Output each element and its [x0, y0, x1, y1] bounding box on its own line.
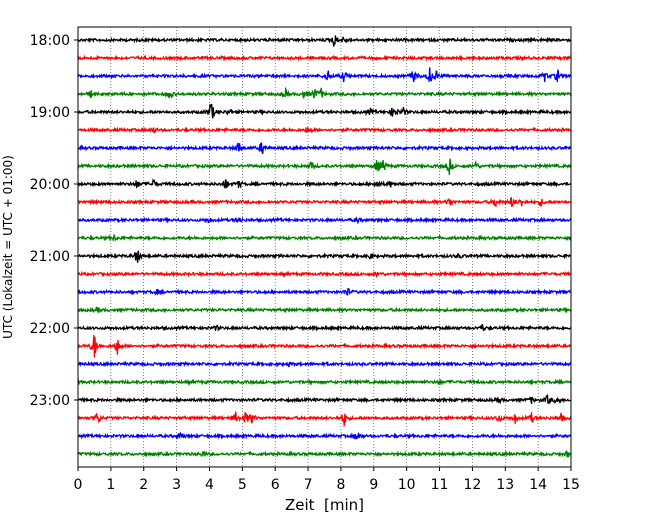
seismic-trace — [77, 287, 572, 296]
x-tick-label: 1 — [106, 477, 115, 493]
seismic-trace — [77, 335, 572, 358]
x-tick-label: 12 — [463, 477, 481, 493]
x-tick-label: 3 — [172, 477, 181, 493]
x-tick-label: 7 — [304, 477, 313, 493]
seismic-trace — [77, 306, 572, 314]
x-tick-label: 2 — [139, 477, 148, 493]
x-tick-label: 6 — [271, 477, 280, 493]
seismic-trace — [77, 431, 572, 440]
x-tick-label: 11 — [431, 477, 449, 493]
x-tick-label: 8 — [336, 477, 345, 493]
seismic-trace — [77, 196, 572, 208]
seismic-trace — [77, 158, 572, 176]
plot-frame — [77, 26, 572, 468]
seismic-trace — [77, 178, 572, 190]
x-axis: 0 1 2 3 4 5 6 7 8 9 10 11 12 13 14 15 — [74, 467, 580, 493]
y-tick-label: 22:00 — [30, 321, 70, 337]
seismic-trace — [77, 360, 572, 368]
seismic-trace — [77, 323, 572, 332]
x-tick-label: 13 — [496, 477, 514, 493]
seismic-trace — [77, 233, 572, 243]
y-tick-label: 23:00 — [30, 393, 70, 409]
seismic-trace — [77, 250, 572, 263]
x-tick-label: 5 — [238, 477, 247, 493]
x-tick-label: 9 — [369, 477, 378, 493]
y-axis-label: UTC (Lokalzeit = UTC + 01:00) — [1, 155, 15, 339]
seismic-trace — [77, 142, 572, 155]
y-tick-label: 18:00 — [30, 33, 70, 49]
seismic-trace — [77, 103, 572, 119]
seismic-trace — [77, 270, 572, 279]
x-tick-label: 4 — [205, 477, 214, 493]
x-tick-label: 10 — [398, 477, 416, 493]
y-tick-label: 19:00 — [30, 105, 70, 121]
x-tick-label: 0 — [74, 477, 83, 493]
seismic-trace — [77, 67, 572, 83]
grid-lines — [110, 27, 539, 467]
seismic-trace — [77, 35, 572, 47]
seismic-trace — [77, 54, 572, 62]
plot-background — [78, 27, 571, 467]
seismic-trace — [77, 378, 572, 386]
y-axis: 18:00 19:00 20:00 21:00 22:00 23:00 — [30, 33, 78, 409]
seismic-trace — [77, 216, 572, 225]
y-tick-label: 21:00 — [30, 249, 70, 265]
y-tick-label: 20:00 — [30, 177, 70, 193]
seismic-trace — [77, 126, 572, 134]
trace-group — [77, 35, 572, 458]
seismic-trace — [77, 449, 572, 458]
seismic-trace — [77, 86, 572, 100]
x-tick-label: 14 — [529, 477, 547, 493]
x-tick-label: 15 — [562, 477, 580, 493]
seismic-trace — [77, 411, 572, 427]
seismic-trace — [77, 394, 572, 405]
x-axis-label: Zeit [min] — [285, 496, 364, 514]
